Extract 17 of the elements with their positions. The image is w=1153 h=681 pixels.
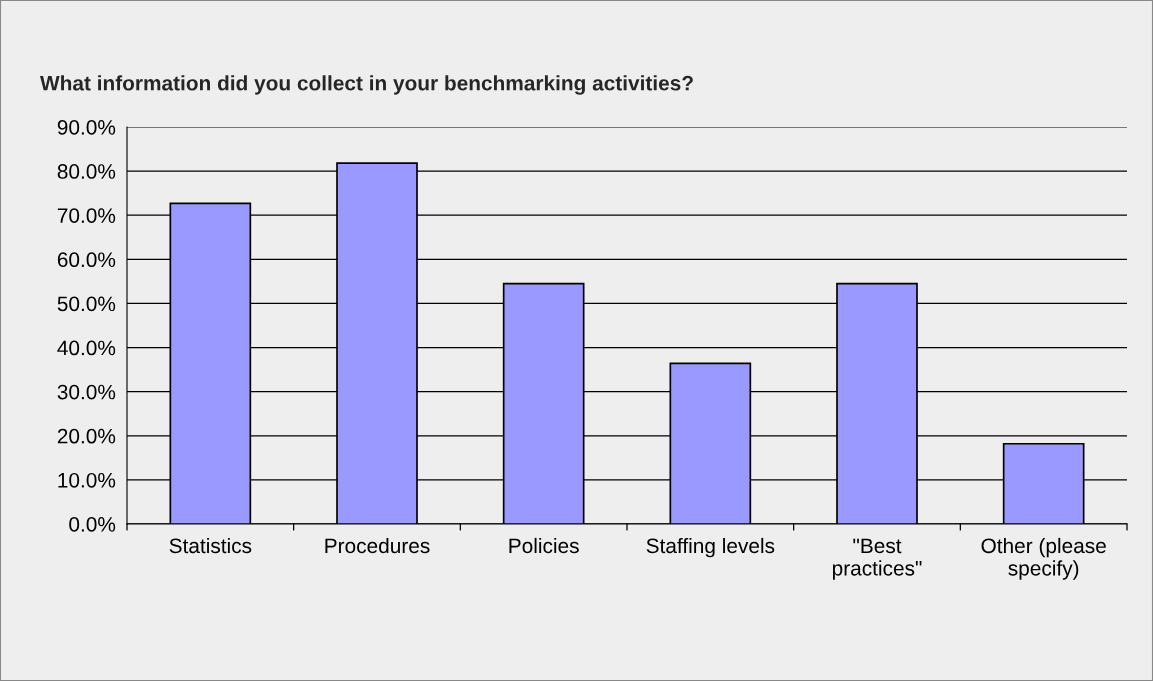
y-tick-label: 50.0%	[57, 296, 116, 312]
y-tick-label: 70.0%	[57, 208, 116, 223]
y-tick-label: 0.0%	[69, 517, 116, 532]
x-tick-label: Procedures	[325, 537, 430, 554]
y-tick-label: 80.0%	[57, 164, 116, 179]
y-tick-label: 20.0%	[57, 428, 116, 444]
y-tick-label: 10.0%	[58, 472, 116, 488]
x-tick-label: Statistics	[169, 537, 252, 554]
y-tick-label: 40.0%	[57, 340, 116, 356]
x-tick-label: "Best practices"	[832, 538, 922, 580]
y-tick-label: 60.0%	[57, 252, 116, 268]
chart-title: What information did you collect in your benchmarking activities?	[40, 75, 693, 95]
x-tick-label: Other (please specify)	[981, 537, 1106, 580]
x-tick-label: Policies	[509, 537, 579, 554]
y-tick-label: 90.0%	[57, 120, 116, 135]
y-tick-label: 30.0%	[57, 384, 116, 400]
x-tick-label: Staffing levels	[646, 537, 775, 558]
